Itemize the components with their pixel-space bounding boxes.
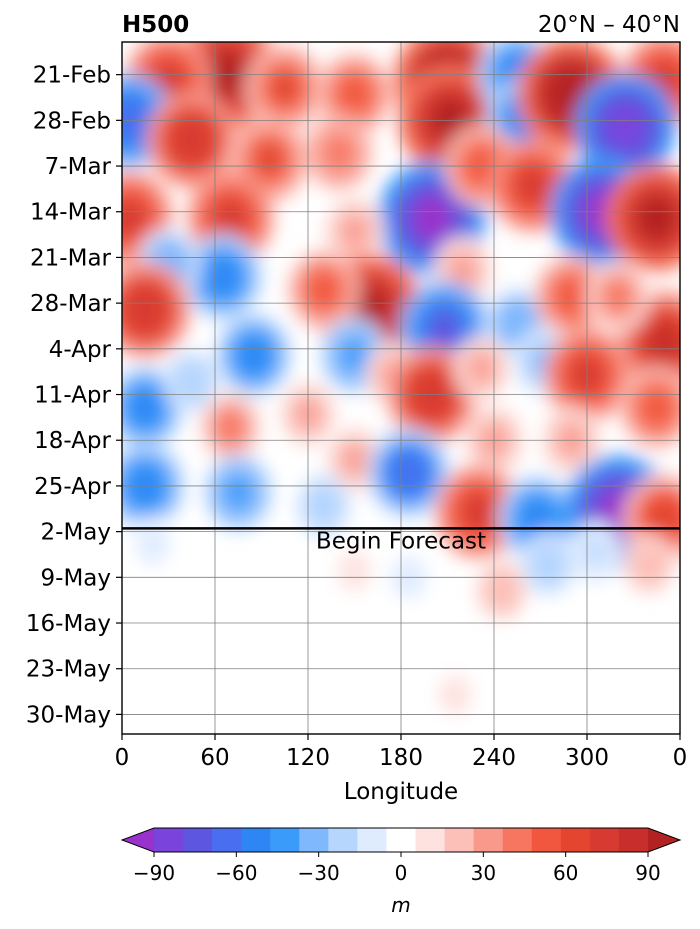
- y-tick-label: 21-Mar: [30, 245, 112, 271]
- colorbar-segment: [560, 828, 591, 852]
- y-tick-label: 28-Feb: [33, 108, 111, 134]
- anomaly-core: [637, 196, 676, 241]
- y-tick-label: 23-May: [26, 657, 111, 683]
- anomaly-core: [214, 199, 247, 238]
- chart-title-right: 20°N – 40°N: [538, 12, 680, 38]
- y-tick-label: 7-Mar: [45, 154, 112, 180]
- anomaly-core: [254, 141, 284, 178]
- colorbar-tick-label: 0: [395, 861, 408, 885]
- y-tick-label: 2-May: [41, 520, 111, 546]
- y-tick-label: 4-Apr: [49, 337, 112, 363]
- colorbar-tick-label: −60: [215, 861, 257, 885]
- x-tick-label: 300: [565, 745, 609, 771]
- anomaly-core: [344, 446, 365, 474]
- colorbar-segment: [154, 828, 184, 852]
- anomaly-core: [175, 120, 209, 160]
- colorbar-segment: [183, 828, 213, 852]
- y-axis: 21-Feb 28-Feb 7-Mar 14-Mar 21-Mar 28-Mar 4-Apr…: [26, 63, 122, 728]
- anomaly-core: [427, 309, 462, 349]
- grid-lines: [121, 42, 681, 734]
- anomaly-core: [181, 368, 203, 395]
- anomaly-core: [208, 259, 238, 295]
- y-tick-label: 25-Apr: [34, 474, 111, 500]
- x-axis-label: Longitude: [344, 779, 458, 805]
- colorbar-segment: [589, 828, 620, 852]
- anomaly-core: [310, 273, 337, 307]
- y-tick-label: 14-Mar: [30, 200, 112, 226]
- colorbar-segment: [328, 828, 358, 852]
- x-tick-label: 0: [115, 745, 130, 771]
- anomaly-core: [606, 281, 630, 312]
- anomaly-core: [642, 390, 671, 425]
- anomaly-core: [122, 199, 146, 238]
- colorbar-segment: [502, 828, 533, 852]
- colorbar-segment: [270, 828, 300, 852]
- anomaly-core: [144, 533, 162, 556]
- anomaly-core: [313, 492, 334, 519]
- anomaly-core: [471, 355, 492, 382]
- y-tick-label: 16-May: [26, 611, 111, 637]
- anomaly-core: [342, 339, 367, 371]
- colorbar-extend-high: [648, 828, 680, 852]
- x-tick-label: 0: [673, 745, 688, 771]
- y-tick-label: 30-May: [26, 702, 111, 728]
- anomaly-core: [225, 477, 251, 508]
- anomaly-core: [646, 321, 680, 364]
- anomaly-core: [239, 338, 268, 373]
- y-tick-label: 18-Apr: [34, 428, 111, 454]
- anomaly-core: [447, 683, 464, 706]
- anomaly-core: [516, 166, 549, 205]
- colorbar-segment: [241, 828, 271, 852]
- colorbar-segment: [357, 828, 387, 852]
- anomaly-core: [218, 412, 243, 442]
- anomaly-core: [451, 256, 475, 285]
- anomaly-core: [585, 538, 605, 564]
- anomaly-core: [326, 137, 352, 169]
- colorbar-segment: [531, 828, 562, 852]
- colorbar-tick-label: 90: [635, 861, 660, 885]
- colorbar-tick-label: −30: [298, 861, 340, 885]
- anomaly-core: [557, 279, 586, 314]
- colorbar-label: m: [391, 893, 410, 917]
- x-axis: 0 60 120 180 240 300 0: [115, 734, 688, 771]
- colorbar-segment: [444, 828, 475, 852]
- colorbar-segment: [386, 828, 417, 852]
- colorbar-segment: [415, 828, 446, 852]
- anomaly-core: [462, 493, 495, 532]
- colorbar-segment: [618, 828, 649, 852]
- anomaly-field: [122, 42, 680, 722]
- anomaly-core: [131, 390, 160, 425]
- x-tick-label: 60: [200, 745, 229, 771]
- anomaly-core: [522, 500, 552, 537]
- y-tick-label: 11-Apr: [34, 383, 111, 409]
- anomaly-core: [270, 70, 300, 106]
- anomaly-core: [492, 577, 512, 603]
- colorbar-segment: [299, 828, 329, 852]
- anomaly-core: [346, 559, 363, 582]
- forecast-label: Begin Forecast: [316, 528, 486, 554]
- colorbar-segment: [473, 828, 504, 852]
- anomaly-core: [639, 551, 659, 577]
- x-tick-label: 240: [472, 745, 516, 771]
- y-tick-label: 21-Feb: [33, 63, 111, 89]
- y-tick-label: 28-Mar: [30, 291, 112, 317]
- x-tick-label: 180: [379, 745, 423, 771]
- anomaly-core: [128, 289, 162, 330]
- colorbar-tick-label: 30: [471, 861, 496, 885]
- anomaly-core: [606, 104, 645, 149]
- x-tick-label: 120: [286, 745, 330, 771]
- anomaly-core: [537, 550, 559, 578]
- colorbar: −90 −60 −30 0 30 60 90: [120, 827, 682, 885]
- y-tick-label: 9-May: [41, 565, 111, 591]
- chart-title-left: H500: [122, 12, 189, 38]
- colorbar-tick-label: 60: [553, 861, 578, 885]
- colorbar-extend-low: [122, 828, 154, 852]
- colorbar-segment: [212, 828, 242, 852]
- anomaly-core: [340, 77, 369, 112]
- anomaly-core: [411, 194, 453, 242]
- colorbar-tick-label: −90: [133, 861, 175, 885]
- anomaly-core: [505, 307, 530, 338]
- anomaly-core: [343, 217, 366, 246]
